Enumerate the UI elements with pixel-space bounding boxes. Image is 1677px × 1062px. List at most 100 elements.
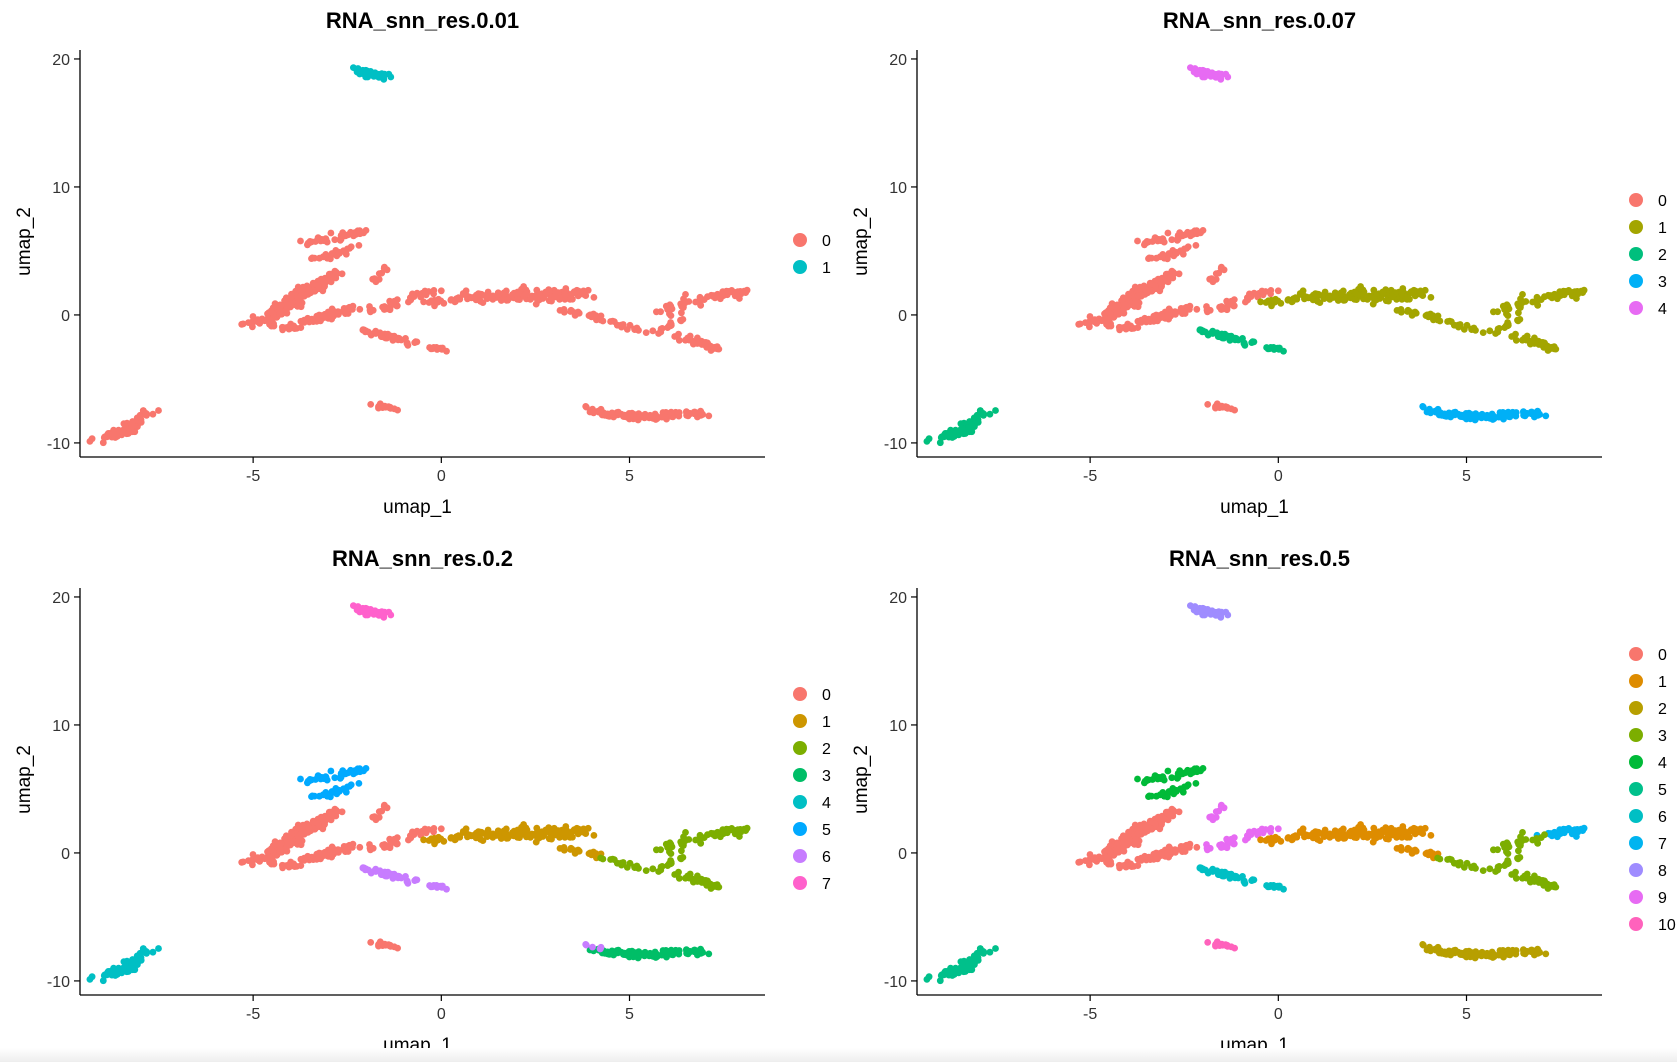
cell-point	[1463, 321, 1471, 329]
cell-point	[653, 413, 661, 421]
cell-point	[1337, 827, 1345, 835]
cell-point	[691, 408, 699, 416]
cell-point	[1548, 881, 1556, 889]
cell-point	[1515, 309, 1522, 317]
cell-point	[694, 334, 701, 342]
cell-point	[1154, 276, 1161, 284]
cell-point	[434, 836, 441, 844]
cell-point	[561, 825, 569, 833]
cell-point	[1576, 288, 1583, 296]
cell-point	[1468, 864, 1476, 871]
cell-point	[455, 294, 462, 302]
legend-swatch	[793, 768, 807, 782]
y-tick-label: -10	[884, 974, 907, 991]
cell-point	[1153, 792, 1160, 800]
cell-point	[1084, 857, 1092, 865]
cell-point	[405, 836, 412, 844]
legend-label: 0	[1658, 647, 1667, 664]
cell-point	[1209, 868, 1217, 875]
cell-point	[295, 298, 302, 306]
cell-point	[327, 767, 335, 775]
cell-point	[346, 245, 353, 252]
cell-point	[556, 307, 564, 314]
cell-point	[1275, 883, 1283, 891]
cell-point	[1141, 241, 1148, 249]
legend-label: 5	[822, 822, 831, 839]
cell-point	[1385, 835, 1392, 843]
cell-point	[1172, 311, 1179, 318]
cell-point	[1512, 409, 1520, 416]
cell-point	[1134, 324, 1142, 331]
cell-point	[375, 270, 383, 277]
umap-panel-2: RNA_snn_res.0.07-5 0 5-1001020umap_1umap_2…	[851, 8, 1667, 518]
cell-point	[413, 338, 421, 346]
cell-point	[1213, 941, 1220, 949]
legend-swatch	[1629, 917, 1643, 931]
cell-point	[1267, 825, 1275, 832]
cell-point	[1192, 780, 1200, 787]
legend-swatch	[1629, 863, 1643, 877]
cell-point	[427, 883, 435, 891]
cell-point	[305, 286, 313, 294]
cell-point	[1258, 287, 1266, 295]
legend-swatch	[1629, 755, 1643, 769]
cell-point	[1478, 414, 1485, 422]
cell-point	[1193, 843, 1201, 851]
cell-point	[1179, 788, 1187, 796]
cell-point	[697, 302, 705, 309]
cell-point	[1151, 820, 1159, 827]
cell-point	[312, 776, 319, 783]
cell-point	[1427, 294, 1435, 301]
legend-label: 1	[1658, 674, 1667, 691]
cell-point	[1478, 952, 1485, 960]
cell-point	[430, 825, 438, 832]
cell-point	[460, 829, 468, 836]
legend-swatch	[1629, 836, 1643, 850]
cell-point	[1512, 336, 1520, 344]
cell-point	[1146, 318, 1154, 325]
cell-point	[561, 287, 569, 295]
cell-point	[566, 294, 574, 302]
cell-point	[1494, 846, 1501, 854]
cell-point	[347, 843, 355, 850]
cell-point	[347, 230, 354, 237]
cell-point	[667, 320, 675, 328]
cell-point	[120, 958, 128, 966]
cell-point	[1297, 291, 1305, 298]
cell-point	[1483, 411, 1491, 419]
legend-label: 6	[822, 849, 831, 866]
x-tick-label: 0	[1274, 468, 1283, 485]
cell-point	[317, 276, 324, 284]
cell-point	[500, 289, 508, 297]
cell-point	[675, 330, 682, 338]
cell-point	[100, 434, 108, 442]
legend-label: 4	[1658, 755, 1667, 772]
cell-point	[582, 403, 590, 410]
cell-point	[367, 939, 375, 946]
cell-point	[155, 945, 162, 952]
cell-point	[438, 883, 446, 891]
cell-point	[359, 864, 367, 872]
cell-point	[309, 318, 317, 325]
cell-point	[1494, 308, 1501, 316]
cell-point	[677, 317, 685, 325]
cell-point	[1451, 408, 1459, 416]
cell-point	[1528, 408, 1536, 416]
cell-point	[572, 847, 580, 855]
cell-point	[382, 403, 389, 411]
cell-point	[986, 410, 994, 418]
cell-point	[1514, 855, 1522, 863]
cell-point	[1371, 297, 1379, 305]
cell-point	[331, 236, 339, 244]
cell-point	[129, 418, 137, 425]
y-tick-label: 10	[889, 180, 907, 197]
cell-point	[1419, 403, 1427, 410]
x-tick-label: -5	[1083, 468, 1097, 485]
cell-point	[582, 941, 590, 948]
cell-point	[1292, 832, 1299, 840]
cell-point	[1341, 834, 1349, 842]
cell-point	[359, 326, 367, 334]
cell-point	[389, 300, 397, 308]
legend-swatch	[1629, 728, 1643, 742]
cell-point	[1433, 945, 1441, 953]
